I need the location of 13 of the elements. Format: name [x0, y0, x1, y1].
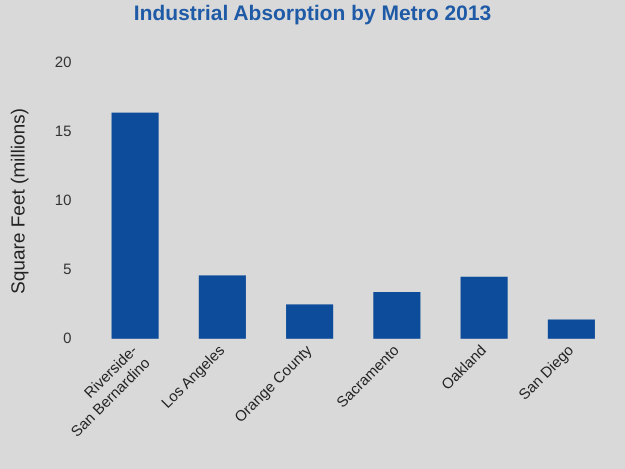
bar — [112, 112, 159, 339]
chart-title: Industrial Absorption by Metro 2013 — [132, 2, 492, 26]
bar — [548, 320, 595, 339]
y-tick-label: 20 — [54, 54, 72, 72]
y-tick-label: 5 — [63, 261, 72, 278]
bar — [286, 304, 334, 339]
y-axis-title: Square Feet (millions) — [8, 108, 30, 294]
y-tick-label: 10 — [54, 192, 72, 210]
bar — [373, 292, 420, 339]
y-tick-label: 0 — [63, 330, 72, 347]
bar — [198, 275, 246, 339]
bar — [460, 276, 508, 339]
y-tick-label: 15 — [54, 123, 72, 140]
